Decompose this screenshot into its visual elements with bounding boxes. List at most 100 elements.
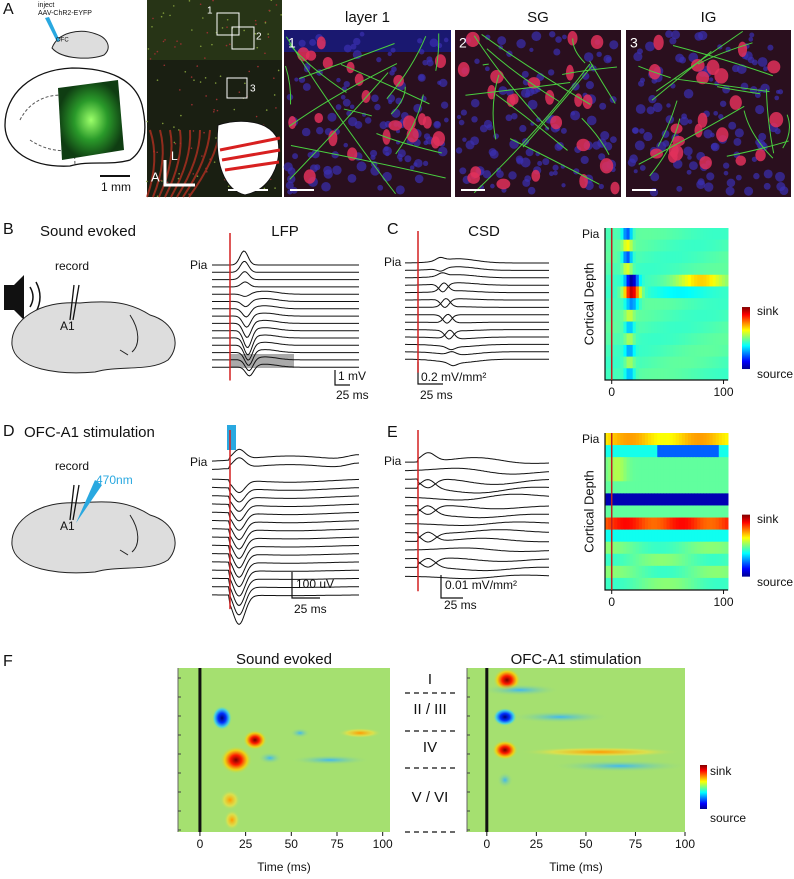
heat-cell bbox=[666, 445, 671, 458]
heat-cell bbox=[678, 493, 683, 506]
panel-title: Sound evoked bbox=[40, 223, 136, 240]
heat-cell bbox=[641, 469, 646, 482]
heat-cell bbox=[644, 333, 649, 346]
heat-cell bbox=[684, 493, 689, 506]
heat-cell bbox=[660, 481, 664, 494]
heat-cell bbox=[620, 445, 624, 458]
heat-cell bbox=[638, 228, 643, 241]
heat-cell bbox=[718, 457, 723, 470]
heat-cell bbox=[620, 356, 624, 369]
heat-cell bbox=[623, 368, 628, 381]
heat-cell bbox=[724, 529, 729, 543]
heat-cell bbox=[626, 263, 631, 276]
heat-cell bbox=[706, 251, 711, 264]
heat-cell bbox=[657, 344, 661, 358]
heat-cell bbox=[629, 344, 634, 358]
nucleus bbox=[763, 182, 771, 190]
heat-cell bbox=[694, 445, 698, 458]
nucleus bbox=[552, 164, 559, 171]
neuron bbox=[737, 41, 748, 58]
heat-cell bbox=[678, 228, 683, 241]
trace bbox=[212, 349, 359, 366]
heat-cell bbox=[617, 433, 621, 446]
nucleus bbox=[390, 47, 396, 53]
heat-cell bbox=[632, 263, 637, 276]
heat-cell bbox=[657, 577, 661, 591]
nucleus bbox=[479, 124, 488, 133]
trace bbox=[405, 505, 550, 515]
heat-cell bbox=[712, 333, 717, 346]
heat-cell bbox=[703, 505, 707, 519]
heat-cell bbox=[681, 433, 686, 446]
heat-blob bbox=[510, 711, 610, 723]
nucleus bbox=[757, 57, 768, 67]
heat-cell bbox=[632, 445, 637, 458]
trace bbox=[405, 313, 549, 324]
heat-cell bbox=[635, 286, 640, 299]
heat-cell bbox=[712, 433, 717, 446]
heat-cell bbox=[626, 541, 631, 555]
nucleus bbox=[751, 156, 758, 162]
heat-cell bbox=[691, 274, 695, 287]
nucleus bbox=[687, 119, 693, 124]
heat-cell bbox=[608, 553, 612, 567]
heat-cell bbox=[709, 433, 714, 446]
heat-cell bbox=[632, 309, 637, 323]
heat-cell bbox=[675, 251, 680, 264]
heat-cell bbox=[678, 286, 683, 299]
cell bbox=[273, 94, 276, 96]
heat-cell bbox=[691, 239, 695, 252]
heat-cell bbox=[617, 251, 621, 264]
heat-cell bbox=[644, 481, 649, 494]
heat-cell bbox=[663, 553, 667, 567]
heat-cell bbox=[688, 356, 692, 369]
heat-cell bbox=[684, 553, 689, 567]
heat-cell bbox=[660, 469, 664, 482]
heat-cell bbox=[678, 251, 683, 264]
heat-cell bbox=[629, 263, 634, 276]
heat-cell bbox=[688, 274, 692, 287]
heat-cell bbox=[632, 481, 637, 494]
heat-cell bbox=[721, 481, 726, 494]
nucleus bbox=[675, 53, 685, 63]
heat-cell bbox=[651, 481, 655, 494]
heat-cell bbox=[635, 228, 640, 241]
heat-cell bbox=[721, 505, 726, 519]
heat-cell bbox=[620, 368, 624, 381]
heat-cell bbox=[718, 445, 723, 458]
neuron bbox=[699, 156, 712, 170]
heat-cell bbox=[635, 274, 640, 287]
cell bbox=[169, 14, 171, 17]
heat-cell bbox=[654, 505, 658, 519]
heat-cell bbox=[638, 286, 643, 299]
nucleus bbox=[570, 111, 576, 116]
heat-cell bbox=[614, 263, 618, 276]
heat-cell bbox=[657, 309, 661, 323]
trace bbox=[405, 467, 550, 475]
heat-cell bbox=[691, 541, 695, 555]
heat-cell bbox=[678, 553, 683, 567]
heat-cell bbox=[617, 577, 621, 591]
heat-cell bbox=[721, 356, 726, 369]
heat-cell bbox=[706, 298, 711, 311]
heat-cell bbox=[632, 333, 637, 346]
heat-cell bbox=[697, 505, 701, 519]
heat-cell bbox=[700, 433, 704, 446]
neuron bbox=[322, 57, 333, 69]
nucleus bbox=[413, 162, 418, 167]
heat-cell bbox=[611, 286, 615, 299]
heat-cell bbox=[629, 228, 634, 241]
heat-cell bbox=[638, 529, 643, 543]
nucleus bbox=[294, 77, 299, 82]
heat-cell bbox=[715, 565, 720, 579]
heat-cell bbox=[703, 309, 707, 323]
heat-cell bbox=[703, 553, 707, 567]
nucleus bbox=[637, 48, 643, 55]
heat-cell bbox=[611, 251, 615, 264]
axis-label: L bbox=[171, 149, 178, 163]
nucleus bbox=[554, 142, 563, 151]
heat-cell bbox=[666, 529, 671, 543]
heat-cell bbox=[700, 228, 704, 241]
x-tick-label: 100 bbox=[714, 595, 734, 609]
heat-cell bbox=[651, 333, 655, 346]
